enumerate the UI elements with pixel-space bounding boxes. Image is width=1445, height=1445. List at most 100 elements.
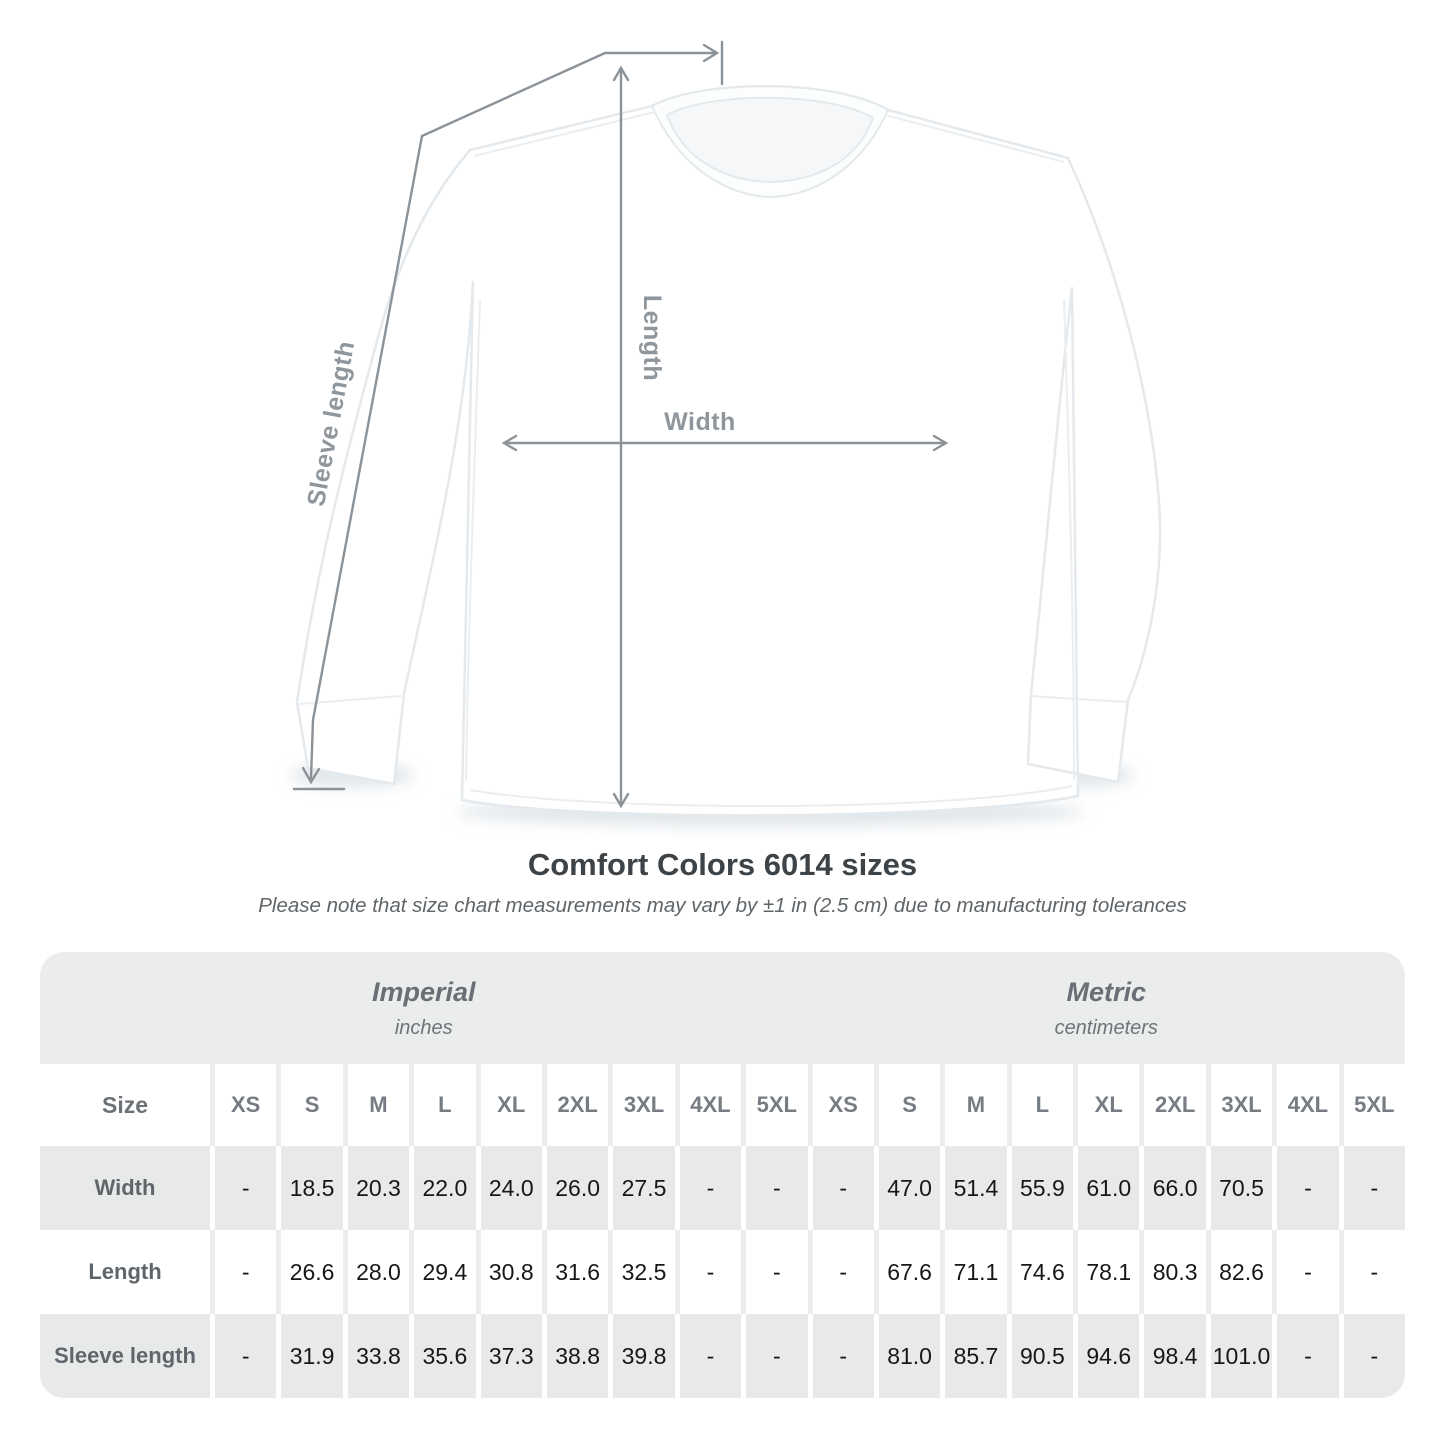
value-cell: 70.5 [1210, 1146, 1273, 1230]
length-arrow [612, 65, 630, 809]
value-cell: 101.0 [1210, 1314, 1273, 1398]
size-col-header-metric-l: L [1011, 1064, 1074, 1146]
size-col-header-metric-xl: XL [1078, 1064, 1140, 1146]
page-title: Comfort Colors 6014 sizes [527, 847, 918, 882]
length-label: Length [638, 295, 666, 381]
size-col-header-metric-s: S [878, 1064, 941, 1146]
shirt-body [295, 85, 1162, 817]
value-cell: - [746, 1314, 808, 1398]
value-cell: 78.1 [1078, 1230, 1140, 1314]
value-cell: - [1277, 1146, 1339, 1230]
value-cell: - [215, 1230, 277, 1314]
value-cell: - [1343, 1230, 1405, 1314]
value-cell: 55.9 [1011, 1146, 1074, 1230]
sleeve-length-arrow [292, 51, 607, 791]
size-col-header-imperial-l: L [414, 1064, 476, 1146]
value-cell: 66.0 [1144, 1146, 1206, 1230]
size-col-header-imperial-5xl: 5XL [746, 1064, 808, 1146]
value-cell: - [812, 1146, 874, 1230]
value-cell: 24.0 [480, 1146, 542, 1230]
value-cell: - [679, 1146, 742, 1230]
value-cell: 74.6 [1011, 1230, 1074, 1314]
value-cell: 31.6 [546, 1230, 609, 1314]
size-col-header-metric-xs: XS [812, 1064, 874, 1146]
value-cell: - [812, 1230, 874, 1314]
value-cell: 98.4 [1144, 1314, 1206, 1398]
table-row: Width -18.5 20.3 22.0 24.0 26.0 27.5- - -47.0 51.… [40, 1146, 1405, 1230]
size-col-header-imperial-s: S [281, 1064, 343, 1146]
value-cell: 33.8 [347, 1314, 410, 1398]
value-cell: - [746, 1146, 808, 1230]
size-col-header-metric-3xl: 3XL [1210, 1064, 1273, 1146]
size-col-header-imperial-xl: XL [480, 1064, 542, 1146]
value-cell: 28.0 [347, 1230, 410, 1314]
value-cell: 22.0 [414, 1146, 476, 1230]
value-cell: - [1343, 1314, 1405, 1398]
table-row: Sleeve length -31.9 33.8 35.6 37.3 38.8 39.8- -… [40, 1314, 1405, 1398]
size-corner-cell: Size [40, 1064, 210, 1146]
metric-unit: centimeters [1054, 1016, 1158, 1039]
value-cell: 20.3 [347, 1146, 410, 1230]
metric-group-header: Metric centimeters [808, 952, 1406, 1064]
value-cell: 67.6 [878, 1230, 941, 1314]
size-col-header-metric-m: M [945, 1064, 1007, 1146]
value-cell: 94.6 [1078, 1314, 1140, 1398]
size-col-header-imperial-2xl: 2XL [546, 1064, 609, 1146]
imperial-title: Imperial [371, 976, 476, 1007]
shoulder-measure-arrow [603, 40, 724, 86]
value-cell: 61.0 [1078, 1146, 1140, 1230]
size-header-row: Size XS S M L XL 2XL 3XL 4XL 5XL XS S M L XL 2XL 3XL 4XL 5… [40, 1064, 1405, 1146]
value-cell: 47.0 [878, 1146, 941, 1230]
value-cell: 18.5 [281, 1146, 343, 1230]
width-label: Width [664, 408, 736, 436]
size-col-header-metric-5xl: 5XL [1343, 1064, 1405, 1146]
row-label: Sleeve length [40, 1314, 210, 1398]
value-cell: 39.8 [613, 1314, 675, 1398]
value-cell: - [215, 1314, 277, 1398]
size-col-header-metric-4xl: 4XL [1277, 1064, 1339, 1146]
value-cell: 81.0 [878, 1314, 941, 1398]
value-cell: 31.9 [281, 1314, 343, 1398]
value-cell: 80.3 [1144, 1230, 1206, 1314]
value-cell: - [746, 1230, 808, 1314]
size-col-header-imperial-m: M [347, 1064, 410, 1146]
value-cell: - [679, 1314, 742, 1398]
value-cell: 29.4 [414, 1230, 476, 1314]
value-cell: 32.5 [613, 1230, 675, 1314]
value-cell: 35.6 [414, 1314, 476, 1398]
value-cell: 51.4 [945, 1146, 1007, 1230]
shirt-size-diagram: Sleeve length Length Width [290, 40, 1162, 827]
table-row: Length -26.6 28.0 29.4 30.8 31.6 32.5- - -67.6 71… [40, 1230, 1405, 1314]
size-col-header-imperial-4xl: 4XL [679, 1064, 742, 1146]
value-cell: 30.8 [480, 1230, 542, 1314]
value-cell: - [1277, 1314, 1339, 1398]
value-cell: 26.0 [546, 1146, 609, 1230]
value-cell: 37.3 [480, 1314, 542, 1398]
value-cell: 27.5 [613, 1146, 675, 1230]
imperial-unit: inches [394, 1016, 453, 1039]
value-cell: 38.8 [546, 1314, 609, 1398]
value-cell: - [812, 1314, 874, 1398]
size-col-header-imperial-xs: XS [215, 1064, 277, 1146]
imperial-group-header: Imperial inches [40, 952, 808, 1064]
row-label: Length [40, 1230, 210, 1314]
size-col-header-imperial-3xl: 3XL [613, 1064, 675, 1146]
size-col-header-metric-2xl: 2XL [1144, 1064, 1206, 1146]
value-cell: - [215, 1146, 277, 1230]
units-band: Imperial inches Metric centimeters [40, 952, 1405, 1064]
value-cell: - [679, 1230, 742, 1314]
row-label: Width [40, 1146, 210, 1230]
value-cell: - [1277, 1230, 1339, 1314]
value-cell: 71.1 [945, 1230, 1007, 1314]
collar-opening [665, 96, 875, 184]
value-cell: - [1343, 1146, 1405, 1230]
metric-title: Metric [1066, 976, 1147, 1007]
table-rows: Width -18.5 20.3 22.0 24.0 26.0 27.5- - -47.0 51.… [40, 1146, 1405, 1398]
tolerance-note: Please note that size chart measurements… [258, 894, 1187, 917]
width-arrow [501, 434, 949, 452]
size-table: Imperial inches Metric centimeters Size X… [40, 952, 1405, 1398]
shirt-illustration: Sleeve length Length Width [290, 40, 1162, 827]
value-cell: 26.6 [281, 1230, 343, 1314]
value-cell: 85.7 [945, 1314, 1007, 1398]
